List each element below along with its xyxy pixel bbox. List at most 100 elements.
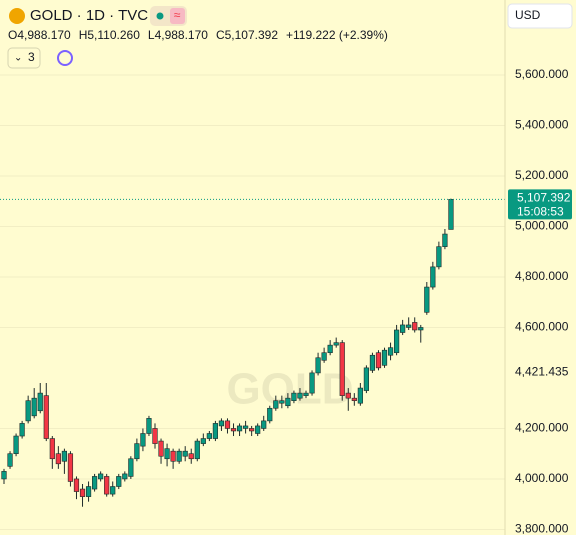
candle-body [182, 450, 188, 457]
candle-body [98, 473, 104, 480]
ohlc-label: C5,107.392 [216, 28, 278, 42]
candle-body [224, 420, 231, 429]
chevron: ⌄ [14, 53, 22, 64]
last-price-tag [508, 189, 572, 220]
candle-body [1, 471, 7, 480]
symbol-title: GOLD · 1D · TVC [30, 7, 148, 24]
candle-body [297, 392, 303, 399]
candle-body [37, 392, 43, 412]
ohlc-label: L4,988.170 [148, 28, 208, 42]
candle-body [61, 450, 67, 462]
refresh-icon[interactable] [57, 50, 73, 66]
candle-body [436, 246, 442, 268]
candle-body [31, 397, 37, 417]
candle-body [381, 349, 388, 366]
candle-body [291, 392, 297, 401]
y-tick-label: 5,200.000 [515, 168, 569, 182]
y-tick-label: 3,800.000 [515, 522, 569, 535]
y-tick-label: 4,800.000 [515, 269, 569, 283]
candle-body [170, 450, 176, 462]
candle-body [92, 476, 98, 490]
candle-body [146, 418, 152, 434]
candle-body [19, 423, 25, 437]
candle-body [345, 392, 351, 399]
candle-body [279, 400, 285, 404]
countdown-label: 15:08:53 [517, 205, 564, 219]
candle-body [418, 327, 424, 331]
indicator-count[interactable]: 3 [28, 50, 35, 64]
candle-body [73, 478, 80, 492]
candle-body [400, 324, 406, 333]
symbol-icon [9, 8, 25, 24]
candle-body [188, 453, 194, 460]
candle-body [7, 453, 13, 467]
plot [0, 74, 505, 530]
candle-body [303, 392, 309, 396]
market-open-dot [156, 12, 164, 20]
candle-body [351, 397, 357, 401]
y-tick-label: 4,600.000 [515, 320, 569, 334]
candle-body [321, 352, 327, 361]
candle-body [194, 440, 200, 460]
candle-body [393, 329, 400, 354]
y-tick-label: 4,200.000 [515, 421, 569, 435]
candle-body [424, 286, 430, 313]
candle-body [43, 395, 49, 439]
y-tick-label: 5,400.000 [515, 118, 569, 132]
y-tick-label: 4,000.000 [515, 471, 569, 485]
candle-body [104, 476, 110, 495]
candle-body [406, 324, 412, 328]
candle-body [79, 488, 86, 497]
candle-body [448, 199, 454, 230]
candle-body [164, 448, 170, 460]
candle-body [273, 400, 279, 409]
candle-body [249, 428, 255, 432]
watermark: GOLD [226, 365, 353, 414]
y-tick-label: 5,600.000 [515, 67, 569, 81]
candle-body [212, 423, 219, 439]
candle-body [128, 458, 134, 477]
candle-body [13, 435, 19, 455]
candle-body [236, 425, 243, 432]
candle-body [49, 438, 55, 460]
candle-body [430, 266, 436, 288]
candle-body [412, 322, 418, 331]
candle-body [134, 443, 140, 460]
candle-body [67, 453, 74, 482]
indicator-toggle[interactable] [7, 47, 41, 69]
candle-body [230, 428, 237, 432]
candle-body [140, 433, 146, 447]
ohlc-label: +119.222 (+2.39%) [286, 28, 388, 42]
currency-label[interactable]: USD [515, 8, 541, 22]
candle-body [55, 453, 61, 465]
candle-body [243, 425, 249, 429]
candle-body [85, 486, 92, 497]
last-price-label: 5,107.392 [517, 191, 571, 205]
ohlc-label: H5,110.260 [79, 28, 140, 42]
candle-body [333, 342, 339, 346]
delay-icon [170, 8, 185, 24]
candle-body [152, 428, 158, 444]
price-marker-label: 4,421.435 [515, 365, 569, 379]
candle-body [116, 476, 122, 487]
currency-button[interactable] [507, 3, 573, 29]
ohlc-label: O4,988.170 [8, 28, 71, 42]
candle-body [309, 372, 315, 394]
candle-body [110, 486, 116, 495]
candle-body [200, 438, 206, 444]
candle-body [122, 473, 128, 480]
candle-body [339, 342, 345, 396]
candle-body [442, 233, 448, 247]
candle-body [327, 344, 333, 354]
candle-body [315, 357, 321, 374]
candle-body [375, 352, 382, 369]
candle-body [357, 387, 363, 404]
price-marker-tag [508, 362, 572, 383]
candle-body [363, 367, 370, 391]
candle-body [218, 420, 225, 427]
candle-body [25, 400, 31, 422]
y-tick-label: 5,000.000 [515, 219, 569, 233]
candle-body [158, 440, 164, 457]
